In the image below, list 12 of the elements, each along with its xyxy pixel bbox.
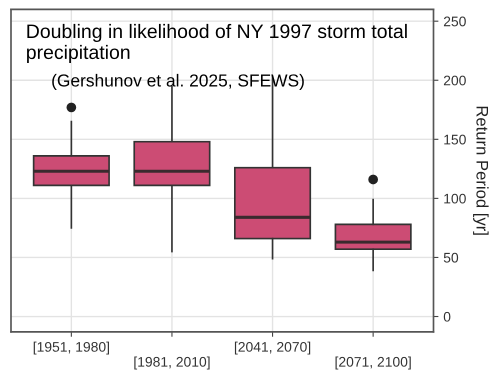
y-axis-title: Return Period [yr] (473, 106, 489, 235)
y-tick-label: 0 (444, 312, 450, 322)
x-tick-label: [2071, 2100] (336, 356, 411, 370)
x-tick-label: [1951, 1980] (34, 342, 109, 355)
y-tick-label: 150 (444, 134, 466, 144)
y-tick-label: 200 (444, 76, 466, 86)
x-tick-label: [2041, 2070] (234, 342, 310, 355)
text: Doubling in likelihood of NY 1997 storm total precipitation (27, 24, 407, 63)
y-tick-label: 250 (444, 16, 466, 26)
y-tick-label: 50 (444, 252, 458, 263)
y-tick-label: 100 (444, 194, 466, 204)
x-tick-label: [1981, 2010] (134, 356, 210, 370)
